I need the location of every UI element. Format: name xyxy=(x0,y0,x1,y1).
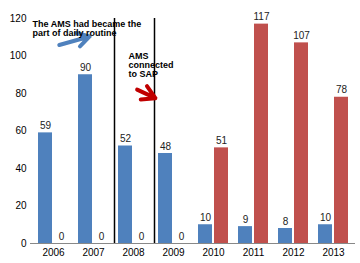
svg-text:80: 80 xyxy=(15,88,27,99)
svg-text:90: 90 xyxy=(80,62,92,73)
svg-text:100: 100 xyxy=(10,50,27,61)
svg-text:59: 59 xyxy=(40,120,52,131)
svg-text:2006: 2006 xyxy=(42,247,65,258)
svg-text:117: 117 xyxy=(254,11,270,22)
svg-text:2010: 2010 xyxy=(202,247,225,258)
svg-text:107: 107 xyxy=(293,30,310,41)
svg-text:2007: 2007 xyxy=(82,247,105,258)
svg-text:AMSconnectedto SAP: AMSconnectedto SAP xyxy=(129,51,174,79)
svg-text:40: 40 xyxy=(15,163,27,174)
svg-text:0: 0 xyxy=(21,238,27,249)
svg-text:60: 60 xyxy=(15,125,27,136)
svg-text:0: 0 xyxy=(179,231,185,242)
svg-text:2008: 2008 xyxy=(122,247,145,258)
svg-text:10: 10 xyxy=(200,212,212,223)
svg-text:9: 9 xyxy=(243,214,249,225)
svg-text:0: 0 xyxy=(59,231,65,242)
svg-text:48: 48 xyxy=(160,141,172,152)
svg-text:52: 52 xyxy=(120,133,132,144)
svg-text:8: 8 xyxy=(283,216,289,227)
svg-text:51: 51 xyxy=(216,135,228,146)
svg-text:10: 10 xyxy=(320,212,332,223)
svg-text:2012: 2012 xyxy=(282,247,305,258)
svg-text:2013: 2013 xyxy=(322,247,345,258)
svg-text:2009: 2009 xyxy=(162,247,185,258)
svg-text:The AMS had became thepart of: The AMS had became thepart of daily rout… xyxy=(33,19,142,38)
svg-text:2011: 2011 xyxy=(243,247,265,258)
svg-text:0: 0 xyxy=(139,231,145,242)
svg-text:0: 0 xyxy=(99,231,105,242)
svg-text:78: 78 xyxy=(336,84,348,95)
svg-text:120: 120 xyxy=(10,13,27,24)
svg-text:20: 20 xyxy=(15,200,27,211)
